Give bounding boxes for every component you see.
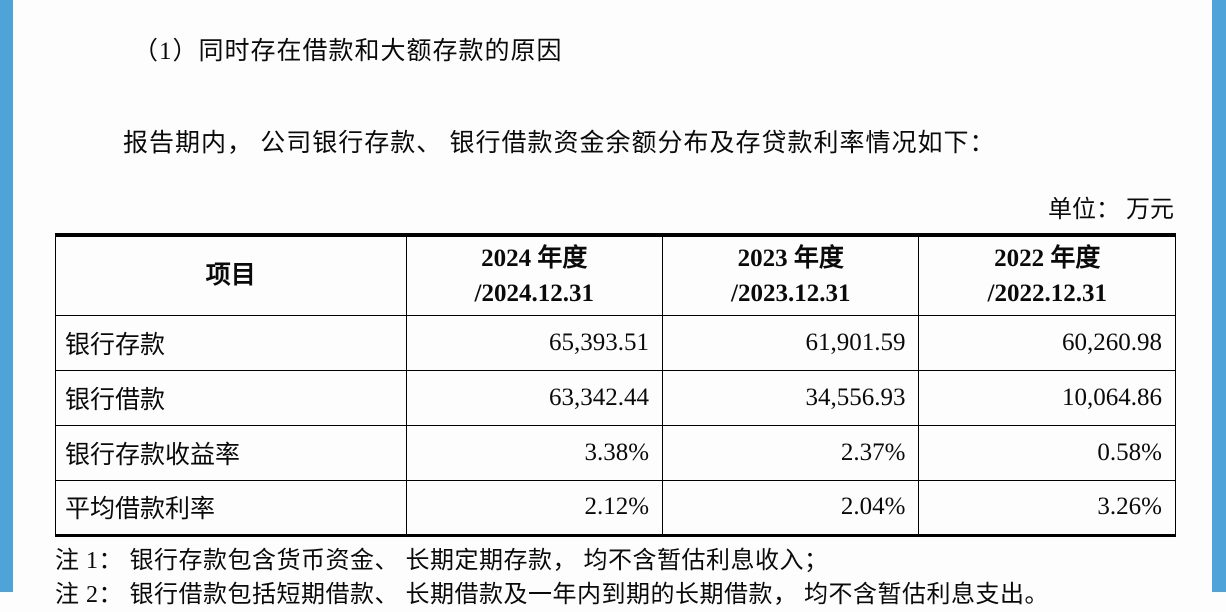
col-header-2023-line2: /2023.12.31 xyxy=(731,279,851,307)
cell-value: 10,064.86 xyxy=(918,369,1176,426)
intro-paragraph: 报告期内， 公司银行存款、 银行借款资金余额分布及存贷款利率情况如下： xyxy=(123,130,996,157)
col-header-2022-line1: 2022 年度 xyxy=(994,244,1101,272)
table-row: 银行存款收益率 3.38% 2.37% 0.58% xyxy=(55,424,1176,481)
cell-value: 2.37% xyxy=(662,424,920,481)
col-header-2024: 2024 年度 /2024.12.31 xyxy=(405,234,664,316)
section-heading: （1）同时存在借款和大额存款的原因 xyxy=(133,38,563,65)
cell-value: 2.04% xyxy=(662,479,920,536)
row-label: 银行存款 xyxy=(55,314,407,371)
right-blue-edge-bar xyxy=(1212,0,1226,592)
col-header-2023-line1: 2023 年度 xyxy=(737,244,844,272)
col-header-2022-line2: /2022.12.31 xyxy=(987,279,1107,307)
table-row: 平均借款利率 2.12% 2.04% 3.26% xyxy=(55,479,1176,536)
col-header-2024-line2: /2024.12.31 xyxy=(474,279,594,307)
cell-value: 34,556.93 xyxy=(662,369,920,426)
bank-deposit-loan-table: 项目 2024 年度 /2024.12.31 2023 年度 /2023.12.… xyxy=(55,233,1176,537)
cell-value: 3.38% xyxy=(405,424,664,481)
col-header-item-label: 项目 xyxy=(205,262,256,290)
note-1: 注 1： 银行存款包含货币资金、 长期定期存款， 均不含暂估利息收入； xyxy=(55,547,829,574)
note-2: 注 2： 银行借款包括短期借款、 长期借款及一年内到期的长期借款， 均不含暂估利… xyxy=(55,581,1049,608)
row-label: 银行存款收益率 xyxy=(55,424,407,481)
col-header-item: 项目 xyxy=(55,234,407,316)
left-blue-edge-bar xyxy=(0,0,13,592)
table-row: 银行存款 65,393.51 61,901.59 60,260.98 xyxy=(55,314,1176,371)
cell-value: 65,393.51 xyxy=(405,314,664,371)
footnotes: 注 1： 银行存款包含货币资金、 长期定期存款， 均不含暂估利息收入； 注 2：… xyxy=(55,544,1176,612)
cell-value: 0.58% xyxy=(918,424,1176,481)
row-label: 平均借款利率 xyxy=(55,479,407,536)
unit-label: 单位： 万元 xyxy=(1048,197,1174,223)
table-header-row: 项目 2024 年度 /2024.12.31 2023 年度 /2023.12.… xyxy=(55,234,1176,316)
document-content: （1）同时存在借款和大额存款的原因 报告期内， 公司银行存款、 银行借款资金余额… xyxy=(55,0,1176,612)
col-header-2022: 2022 年度 /2022.12.31 xyxy=(918,234,1176,316)
cell-value: 61,901.59 xyxy=(662,314,920,371)
col-header-2024-line1: 2024 年度 xyxy=(481,244,588,272)
table-row: 银行借款 63,342.44 34,556.93 10,064.86 xyxy=(55,369,1176,426)
cell-value: 2.12% xyxy=(405,479,664,536)
col-header-2023: 2023 年度 /2023.12.31 xyxy=(662,234,920,316)
cell-value: 3.26% xyxy=(918,479,1176,536)
cell-value: 63,342.44 xyxy=(405,369,664,426)
row-label: 银行借款 xyxy=(55,369,407,426)
cell-value: 60,260.98 xyxy=(918,314,1176,371)
